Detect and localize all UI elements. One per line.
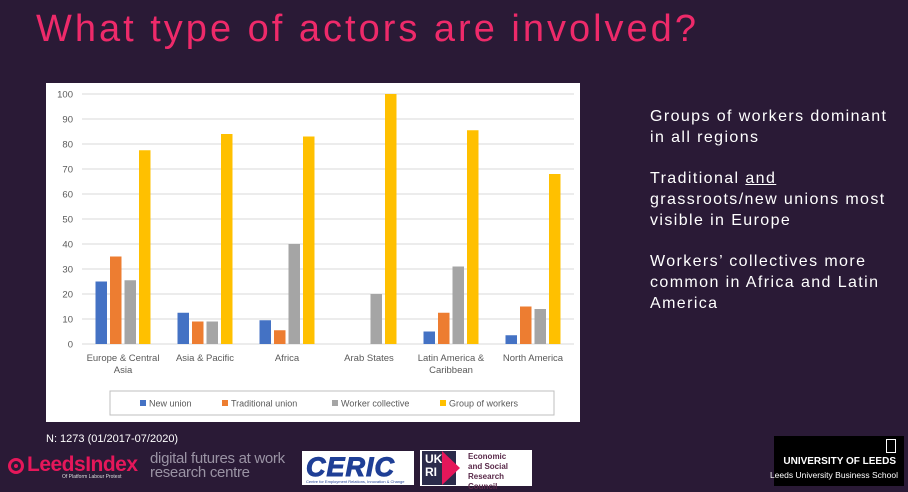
finding-2-underlined-word: and	[745, 170, 777, 187]
bar	[288, 244, 300, 344]
y-tick-label: 10	[62, 315, 73, 326]
bar	[192, 321, 204, 344]
y-tick-label: 70	[62, 165, 73, 176]
ceric-wordmark: CERIC	[305, 452, 396, 483]
ceric-subtitle: Centre for Employment Relations, Innovat…	[306, 479, 405, 484]
bar	[177, 312, 189, 344]
finding-1-text: Groups of workers dominant in all region…	[650, 108, 888, 146]
legend-swatch	[222, 400, 228, 406]
bar	[259, 320, 271, 344]
y-tick-label: 40	[62, 240, 73, 251]
legend-label: Traditional union	[231, 399, 297, 409]
bar	[534, 309, 546, 344]
y-tick-label: 0	[68, 340, 73, 351]
finding-3: Workers’ collectives more common in Afri…	[650, 251, 900, 314]
leeds-index-wordmark: LeedsIndex	[27, 453, 138, 476]
bar	[274, 330, 286, 344]
y-tick-label: 20	[62, 290, 73, 301]
digital-futures-line-2: research centre	[150, 464, 250, 481]
ukri-arrow-icon	[442, 451, 460, 485]
ukri-mark-text: UK RI	[425, 452, 443, 479]
legend-label: New union	[149, 399, 192, 409]
x-tick-label: Africa	[275, 353, 300, 364]
y-tick-label: 80	[62, 140, 73, 151]
x-tick-label: North America	[503, 353, 564, 364]
bar	[549, 174, 561, 344]
bar-chart: 0 10 20 30 40 50 60 70 80 90 100 Europe & Central As…	[46, 83, 580, 422]
x-tick-label: Asia & Pacific	[176, 353, 234, 364]
y-tick-label: 60	[62, 190, 73, 201]
bar	[452, 266, 464, 344]
legend-swatch	[332, 400, 338, 406]
bar	[95, 281, 107, 344]
business-school-name: Leeds University Business School	[769, 470, 898, 480]
finding-1: Groups of workers dominant in all region…	[650, 106, 900, 148]
bar	[423, 331, 435, 344]
digital-futures-line-1: digital futures at work	[150, 450, 285, 467]
x-tick-label: Caribbean	[429, 365, 473, 376]
university-name: UNIVERSITY OF LEEDS	[783, 456, 896, 467]
esrc-name-line-3: Research Council	[468, 472, 505, 491]
bar	[139, 150, 151, 344]
y-tick-label: 100	[57, 90, 73, 101]
sample-size-note: N: 1273 (01/2017-07/2020)	[46, 433, 179, 445]
esrc-name-line-2: and Social	[468, 462, 509, 471]
legend-swatch	[140, 400, 146, 406]
finding-2-text-start: Traditional	[650, 170, 746, 187]
y-tick-label: 30	[62, 265, 73, 276]
university-crest-icon	[886, 439, 896, 453]
x-tick-label: Arab States	[344, 353, 394, 364]
bar	[110, 256, 122, 344]
ukri-esrc-logo: UK RI Economic and Social Research Counc…	[420, 450, 532, 491]
bar	[221, 134, 233, 344]
x-tick-label: Asia	[114, 365, 133, 376]
legend-label: Worker collective	[341, 399, 409, 409]
y-tick-label: 90	[62, 115, 73, 126]
legend-swatch	[440, 400, 446, 406]
bar	[438, 312, 450, 344]
bar	[303, 136, 315, 344]
esrc-name-line-1: Economic	[468, 452, 507, 461]
leeds-index-logo: LeedsIndex Of Platform Labour Protest	[6, 452, 144, 482]
key-findings: Groups of workers dominant in all region…	[650, 106, 900, 334]
x-tick-label: Europe & Central	[87, 353, 160, 364]
leeds-index-subtitle: Of Platform Labour Protest	[62, 474, 122, 480]
finding-2: Traditional and grassroots/new unions mo…	[650, 168, 900, 231]
bar	[124, 280, 136, 344]
esrc-name: Economic and Social Research Council	[468, 452, 532, 492]
digital-futures-logo: digital futures at work research centre	[150, 450, 290, 482]
university-of-leeds-logo: UNIVERSITY OF LEEDS Leeds University Bus…	[770, 436, 904, 486]
bar	[505, 335, 517, 344]
finding-3-text: Workers’ collectives more common in Afri…	[650, 253, 880, 312]
finding-2-text-end: grassroots/new unions most visible in Eu…	[650, 191, 886, 229]
leeds-index-mark-icon	[8, 458, 24, 474]
y-tick-label: 50	[62, 215, 73, 226]
bar	[370, 294, 382, 344]
legend-label: Group of workers	[449, 399, 519, 409]
bar	[385, 94, 397, 344]
bar	[520, 306, 532, 344]
ceric-logo: CERIC Centre for Employment Relations, I…	[302, 451, 414, 485]
x-tick-label: Latin America &	[418, 353, 485, 364]
bar	[206, 321, 218, 344]
slide-title: What type of actors are involved?	[36, 8, 699, 50]
bar	[467, 130, 479, 344]
